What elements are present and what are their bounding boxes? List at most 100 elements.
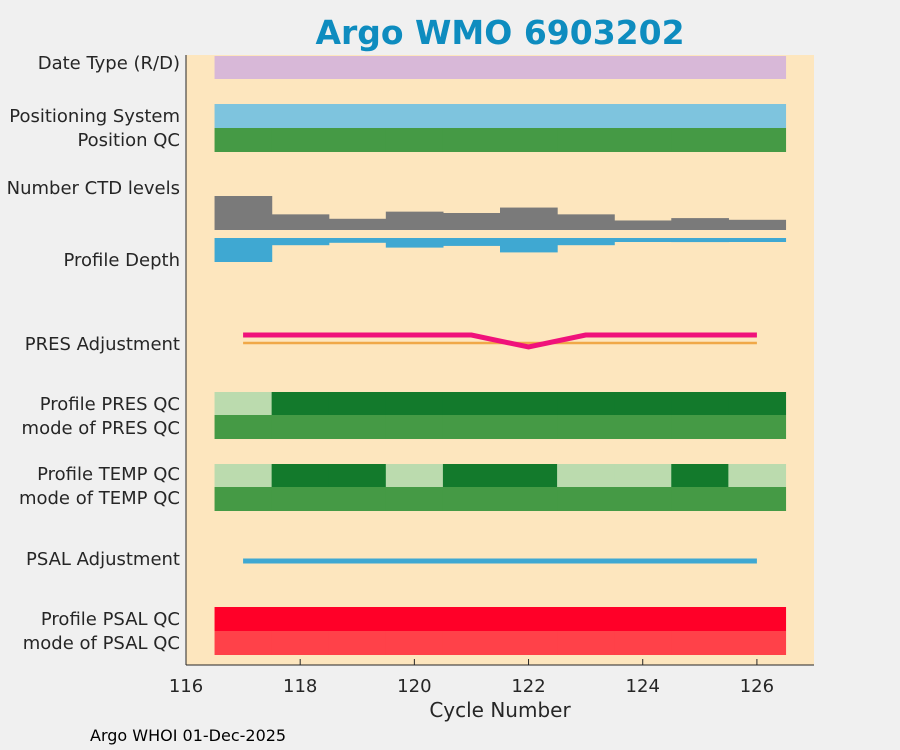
x-tick-label: 122 xyxy=(511,676,545,697)
qc-cell xyxy=(385,392,444,415)
qc-cell xyxy=(385,631,444,655)
ctd-levels-bar xyxy=(271,214,330,230)
ctd-levels-bar xyxy=(442,213,501,230)
qc-cell xyxy=(671,415,729,439)
row-12 xyxy=(214,631,787,655)
qc-cell xyxy=(214,392,273,415)
qc-cell xyxy=(271,415,330,439)
row-label: Positioning System xyxy=(9,106,180,127)
profile-depth-bar xyxy=(214,238,273,262)
ctd-levels-bar xyxy=(385,211,444,230)
qc-cell xyxy=(271,104,330,128)
qc-cell xyxy=(214,415,273,439)
profile-depth-bar xyxy=(728,238,787,242)
qc-cell xyxy=(728,56,787,79)
qc-cell xyxy=(500,607,558,631)
qc-cell xyxy=(500,128,558,152)
qc-cell xyxy=(271,607,330,631)
profile-depth-bar xyxy=(385,238,444,248)
row-label: Position QC xyxy=(77,130,180,151)
row-1 xyxy=(214,104,787,128)
qc-cell xyxy=(614,487,672,511)
qc-cell xyxy=(442,392,501,415)
profile-depth-bar xyxy=(557,238,615,246)
qc-cell xyxy=(385,487,444,511)
qc-cell xyxy=(500,392,558,415)
qc-cell xyxy=(442,464,501,487)
row-label: Profile PRES QC xyxy=(40,394,180,415)
qc-cell xyxy=(271,56,330,79)
qc-cell xyxy=(614,607,672,631)
row-label: Profile PSAL QC xyxy=(41,609,180,630)
profile-depth-bar xyxy=(442,238,501,246)
rows-layer xyxy=(214,56,787,655)
row-9 xyxy=(214,487,787,511)
qc-cell xyxy=(328,392,387,415)
qc-cell xyxy=(557,392,615,415)
qc-cell xyxy=(214,607,273,631)
row-11 xyxy=(214,607,787,631)
qc-cell xyxy=(728,607,787,631)
qc-cell xyxy=(271,392,330,415)
row-label: Profile Depth xyxy=(63,250,180,271)
qc-cell xyxy=(271,464,330,487)
chart-title: Argo WMO 6903202 xyxy=(315,13,684,52)
qc-cell xyxy=(214,487,273,511)
qc-cell xyxy=(728,415,787,439)
qc-cell xyxy=(671,104,729,128)
qc-cell xyxy=(728,631,787,655)
row-0 xyxy=(214,56,787,79)
qc-cell xyxy=(328,56,387,79)
qc-cell xyxy=(557,607,615,631)
profile-depth-bar xyxy=(671,238,729,243)
qc-cell xyxy=(271,487,330,511)
footer-credit: Argo WHOI 01-Dec-2025 xyxy=(90,726,286,745)
qc-cell xyxy=(385,415,444,439)
qc-cell xyxy=(385,104,444,128)
qc-cell xyxy=(442,487,501,511)
x-tick-label: 118 xyxy=(283,676,317,697)
qc-cell xyxy=(328,128,387,152)
ctd-levels-bar xyxy=(328,218,387,230)
row-2 xyxy=(214,128,787,152)
qc-cell xyxy=(671,464,729,487)
qc-cell xyxy=(671,487,729,511)
row-label: PSAL Adjustment xyxy=(26,549,180,570)
qc-cell xyxy=(557,631,615,655)
x-axis-label: Cycle Number xyxy=(429,698,571,722)
qc-cell xyxy=(214,56,273,79)
qc-cell xyxy=(214,128,273,152)
qc-cell xyxy=(442,104,501,128)
x-tick-label: 126 xyxy=(740,676,774,697)
qc-cell xyxy=(671,128,729,152)
qc-cell xyxy=(385,56,444,79)
profile-depth-bar xyxy=(271,238,330,246)
qc-cell xyxy=(557,128,615,152)
qc-cell xyxy=(214,104,273,128)
row-label: mode of PRES QC xyxy=(22,418,180,439)
qc-cell xyxy=(271,631,330,655)
qc-cell xyxy=(728,104,787,128)
row-3 xyxy=(214,196,787,230)
row-6 xyxy=(214,392,787,415)
row-label: mode of TEMP QC xyxy=(19,488,180,509)
ctd-levels-bar xyxy=(557,214,615,230)
row-7 xyxy=(214,415,787,439)
qc-cell xyxy=(385,607,444,631)
qc-cell xyxy=(328,104,387,128)
qc-cell xyxy=(271,128,330,152)
x-tick-label: 124 xyxy=(626,676,660,697)
qc-cell xyxy=(385,128,444,152)
qc-cell xyxy=(728,128,787,152)
x-tick-label: 116 xyxy=(169,676,203,697)
qc-cell xyxy=(500,464,558,487)
adjustment-line xyxy=(243,332,757,350)
x-axis: 116 118 120 122 124 126 xyxy=(169,55,814,697)
qc-cell xyxy=(557,56,615,79)
qc-cell xyxy=(614,464,672,487)
qc-cell xyxy=(557,464,615,487)
qc-cell xyxy=(328,631,387,655)
qc-cell xyxy=(614,104,672,128)
qc-cell xyxy=(442,128,501,152)
qc-cell xyxy=(500,631,558,655)
